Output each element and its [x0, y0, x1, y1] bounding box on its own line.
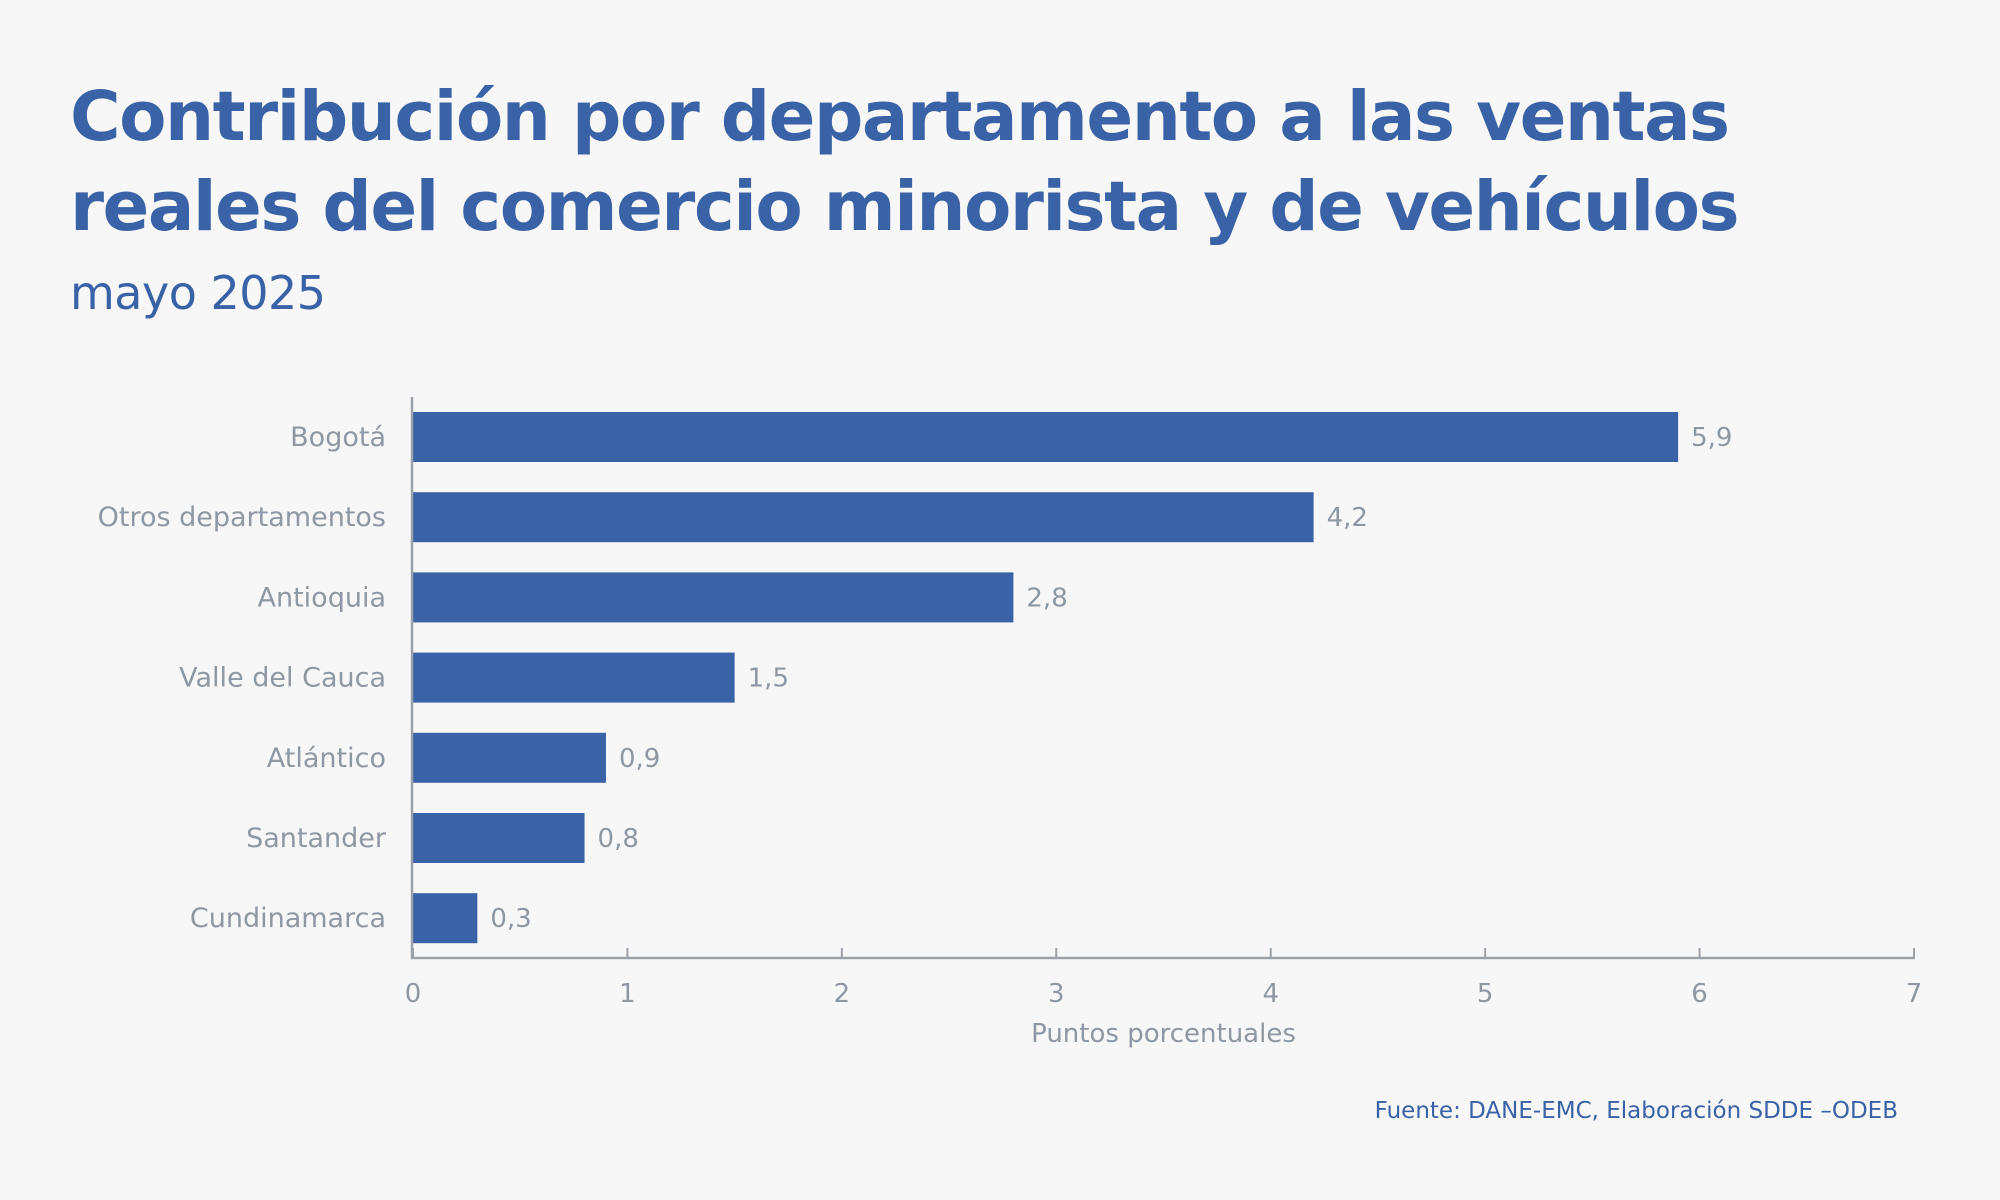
x-axis-title: Puntos porcentuales	[1031, 1019, 1296, 1049]
category-label: Valle del Cauca	[179, 663, 386, 694]
category-label: Santander	[246, 823, 387, 854]
bar-cundinamarca	[413, 893, 478, 944]
category-label: Atlántico	[267, 743, 386, 774]
bars-group	[413, 412, 1679, 944]
value-label: 2,8	[1026, 583, 1067, 613]
category-label: Bogotá	[290, 422, 386, 453]
x-tick-label: 6	[1691, 979, 1708, 1009]
bar-bogotá	[413, 412, 1679, 462]
bar-antioquia	[413, 572, 1014, 623]
x-tick-label: 5	[1477, 979, 1494, 1009]
x-tick-label: 0	[405, 979, 422, 1009]
value-label: 1,5	[748, 664, 789, 694]
chart-subtitle: mayo 2025	[70, 266, 326, 320]
value-label: 5,9	[1691, 423, 1732, 453]
value-label: 0,8	[598, 824, 639, 854]
category-label: Antioquia	[258, 582, 387, 613]
chart-title: Contribución por departamento a las vent…	[70, 77, 1740, 247]
x-tick-label: 1	[619, 979, 636, 1009]
category-label: Cundinamarca	[190, 903, 386, 934]
value-label: 0,3	[490, 904, 531, 934]
value-label: 4,2	[1327, 503, 1368, 533]
x-tick-label: 4	[1262, 979, 1279, 1009]
value-labels: 5,9 4,2 2,8 1,5 0,9 0,8 0,3	[490, 423, 1732, 934]
bar-atlántico	[413, 732, 606, 783]
x-tick-label: 7	[1906, 979, 1923, 1009]
bar-santander	[413, 813, 585, 863]
bar-otros-departamentos	[413, 492, 1314, 543]
category-labels: Bogotá Otros departamentos Antioquia Valle …	[98, 422, 387, 934]
bar-valle-del-cauca	[413, 652, 735, 703]
axes	[410, 397, 1915, 960]
x-ticks: 0 1 2 3 4 5 6 7	[405, 948, 1923, 1009]
category-label: Otros departamentos	[98, 502, 386, 533]
value-label: 0,9	[619, 744, 660, 774]
source-note: Fuente: DANE-EMC, Elaboración SDDE –ODEB	[1374, 1098, 1898, 1124]
x-tick-label: 2	[834, 979, 851, 1009]
x-tick-label: 3	[1048, 979, 1065, 1009]
